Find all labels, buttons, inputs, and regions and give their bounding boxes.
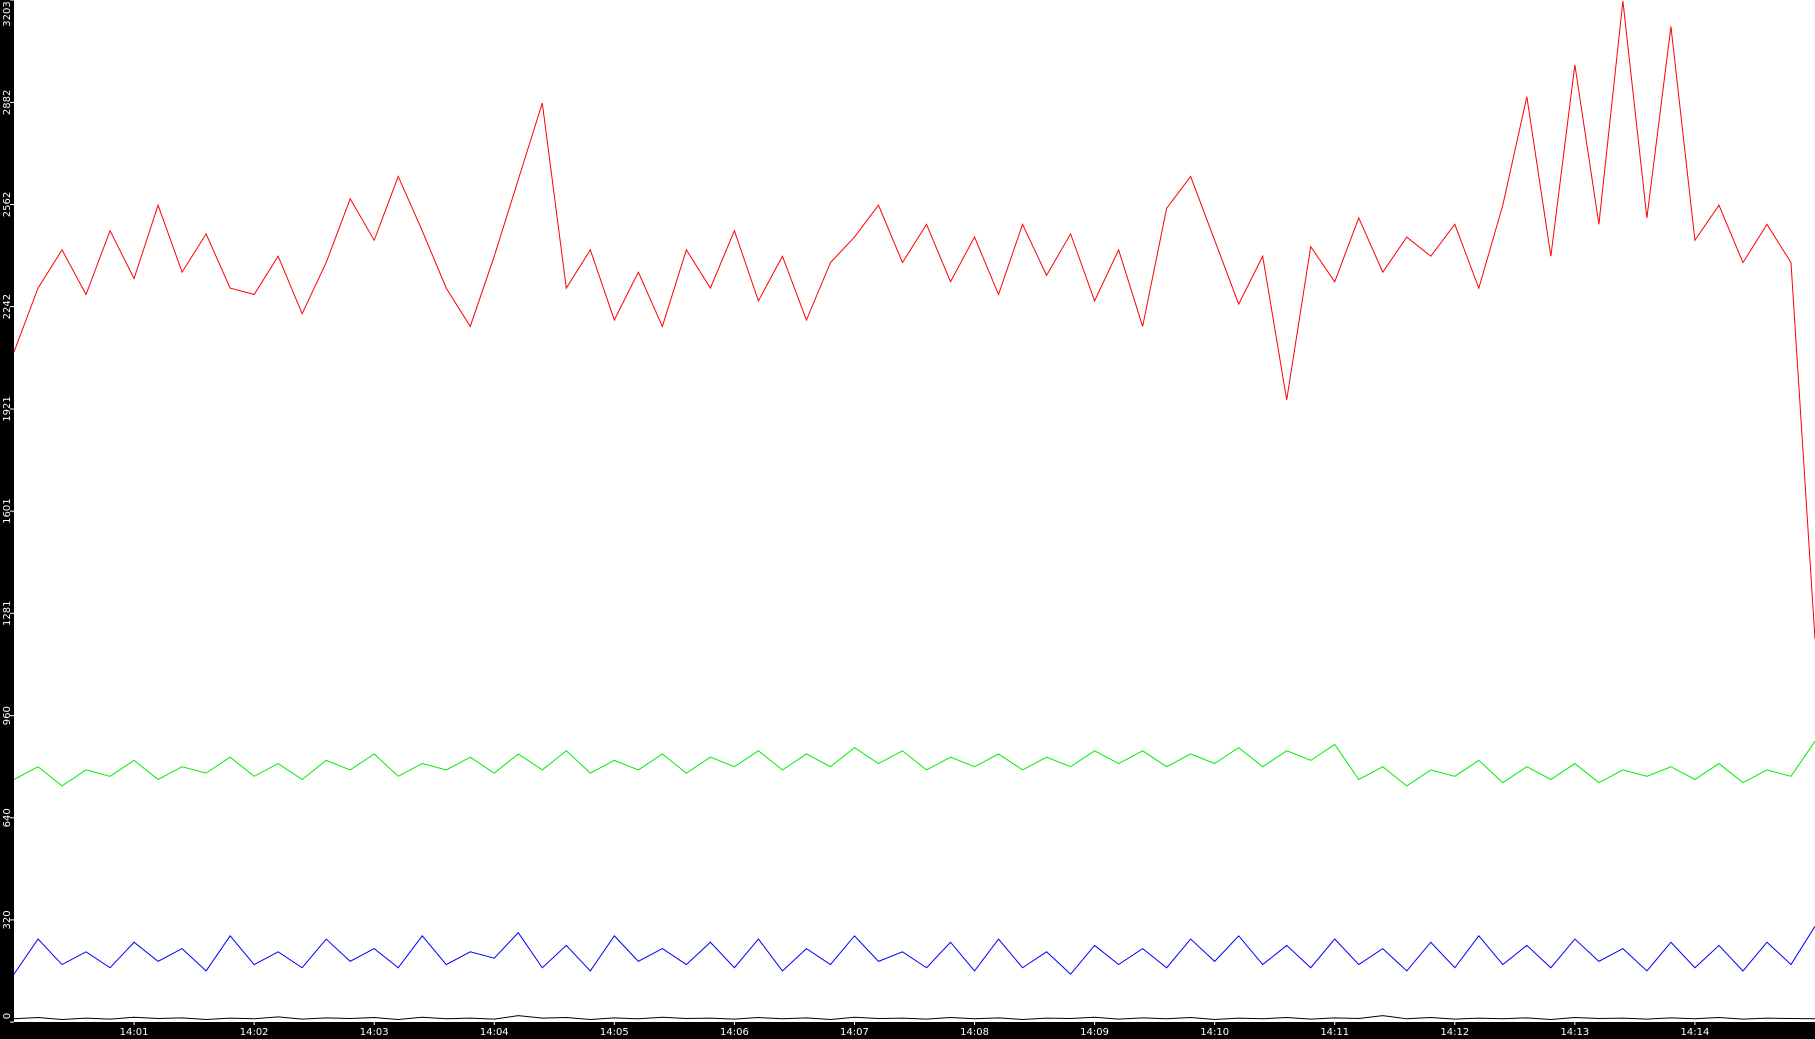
y-tick-label: 1921 — [2, 396, 13, 421]
series-line — [13, 1015, 1815, 1020]
y-tick-label: 320 — [2, 910, 13, 929]
x-tick-label: 14:06 — [720, 1027, 749, 1038]
y-tick-label: 640 — [2, 808, 13, 827]
x-tick-label: 14:14 — [1681, 1027, 1710, 1038]
y-tick-label: 2242 — [2, 294, 13, 319]
series-line — [13, 926, 1815, 975]
y-tick-label: 1601 — [2, 498, 13, 523]
x-tick-label: 14:04 — [480, 1027, 509, 1038]
y-tick-label: 960 — [2, 706, 13, 725]
x-tick-label: 14:07 — [840, 1027, 869, 1038]
x-tick-label: 14:02 — [240, 1027, 269, 1038]
x-tick-label: 14:11 — [1320, 1027, 1349, 1038]
y-axis-bar — [0, 0, 14, 1039]
y-tick-label: 0 — [2, 1013, 13, 1019]
x-tick-label: 14:12 — [1440, 1027, 1469, 1038]
x-tick-label: 14:10 — [1200, 1027, 1229, 1038]
x-tick-label: 14:13 — [1560, 1027, 1589, 1038]
x-tick-label: 14:03 — [360, 1027, 389, 1038]
x-axis-bar — [0, 1022, 1815, 1039]
y-tick-label: 3203 — [2, 1, 13, 26]
y-tick-label: 2562 — [2, 192, 13, 217]
x-tick-label: 14:01 — [120, 1027, 149, 1038]
series-line — [13, 740, 1815, 787]
y-tick-label: 1281 — [2, 601, 13, 626]
x-tick-label: 14:09 — [1080, 1027, 1109, 1038]
series-line — [13, 0, 1815, 640]
x-tick-label: 14:05 — [600, 1027, 629, 1038]
x-tick-label: 14:08 — [960, 1027, 989, 1038]
y-tick-label: 2882 — [2, 90, 13, 115]
